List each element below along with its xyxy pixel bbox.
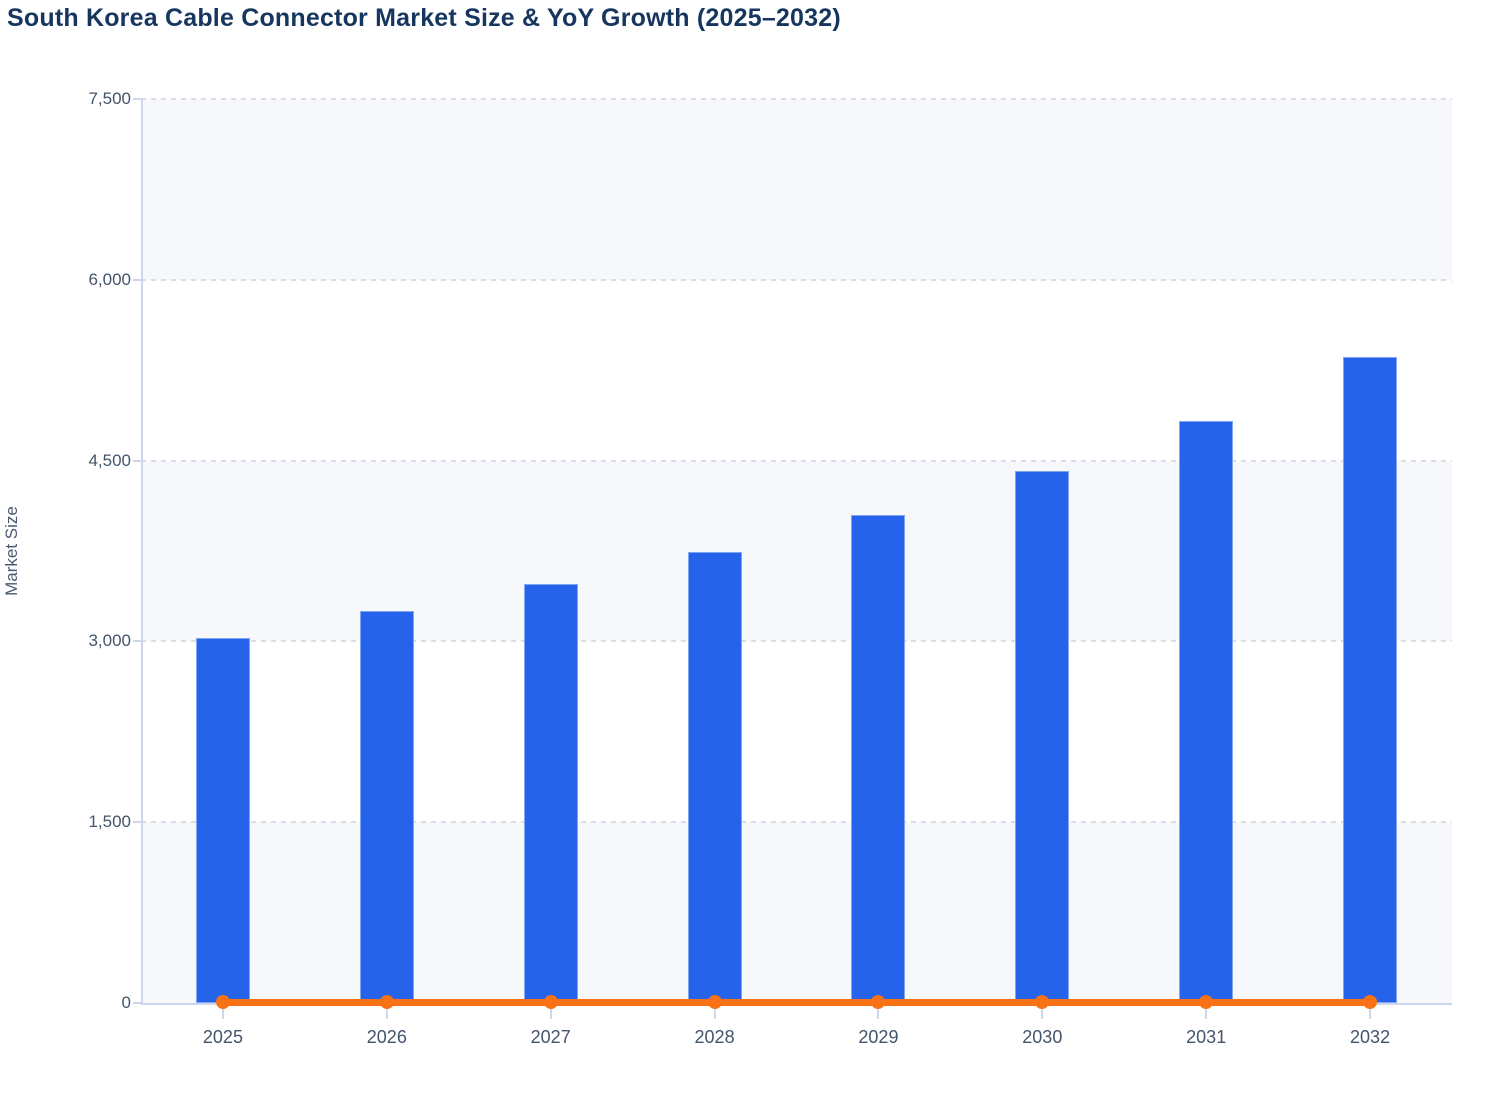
plot-band-0-1500: [141, 822, 1452, 1003]
plot-band-3000-4500: [141, 460, 1452, 642]
x-tick-label-2025: 2025: [202, 1027, 243, 1047]
bar-2030: [1015, 471, 1070, 1003]
y-tick-6000: [133, 278, 141, 281]
bar-2029: [851, 515, 906, 1003]
x-tick-2026: [385, 1005, 388, 1019]
y-tick-label-6000: 6,000: [88, 269, 131, 289]
y-axis-line: [141, 99, 143, 1005]
y-tick-label-3000: 3,000: [88, 631, 131, 651]
x-tick-2031: [1205, 1005, 1208, 1019]
gridline-4500: [141, 459, 1452, 462]
yoy-growth-point-2031: [1199, 995, 1214, 1009]
yoy-growth-point-2029: [871, 995, 886, 1009]
y-tick-label-1500: 1,500: [88, 812, 131, 832]
x-tick-label-2032: 2032: [1350, 1027, 1391, 1047]
y-tick-label-7500: 7,500: [88, 89, 131, 108]
x-tick-label-2027: 2027: [530, 1027, 571, 1047]
chart-title: South Korea Cable Connector Market Size …: [7, 4, 841, 32]
x-tick-2028: [713, 1005, 716, 1019]
x-tick-2032: [1369, 1005, 1372, 1019]
y-tick-1500: [133, 821, 141, 824]
bar-2028: [687, 552, 742, 1003]
yoy-growth-point-2026: [379, 995, 394, 1009]
bar-2032: [1343, 356, 1398, 1003]
bar-2026: [359, 611, 414, 1003]
y-axis-title: Market Size: [2, 506, 21, 596]
x-tick-2029: [877, 1005, 880, 1019]
bar-2031: [1179, 420, 1234, 1003]
x-tick-2025: [221, 1005, 224, 1019]
x-tick-2027: [549, 1005, 552, 1019]
x-tick-label-2030: 2030: [1022, 1027, 1063, 1047]
y-tick-4500: [133, 459, 141, 462]
yoy-growth-point-2032: [1363, 995, 1378, 1009]
gridline-3000: [141, 640, 1452, 643]
x-tick-label-2028: 2028: [694, 1027, 735, 1047]
yoy-growth-point-2028: [707, 995, 722, 1009]
y-tick-label-0: 0: [121, 993, 131, 1012]
x-tick-label-2031: 2031: [1186, 1027, 1227, 1047]
plot-band-6000-7500: [141, 99, 1452, 280]
yoy-growth-point-2025: [215, 995, 230, 1009]
y-tick-7500: [133, 98, 141, 100]
gridline-6000: [141, 278, 1452, 281]
x-tick-label-2029: 2029: [858, 1027, 899, 1047]
gridline-1500: [141, 821, 1452, 824]
x-tick-label-2026: 2026: [366, 1027, 407, 1047]
y-tick-0: [133, 1002, 141, 1004]
yoy-growth-point-2027: [543, 995, 558, 1009]
yoy-growth-point-2030: [1035, 995, 1050, 1009]
bar-2027: [523, 584, 578, 1003]
yoy-growth-line: [222, 998, 1371, 1006]
gridline-7500: [141, 98, 1452, 100]
y-tick-3000: [133, 640, 141, 643]
y-tick-label-4500: 4,500: [88, 450, 131, 470]
x-tick-2030: [1041, 1005, 1044, 1019]
bar-2025: [195, 638, 250, 1003]
